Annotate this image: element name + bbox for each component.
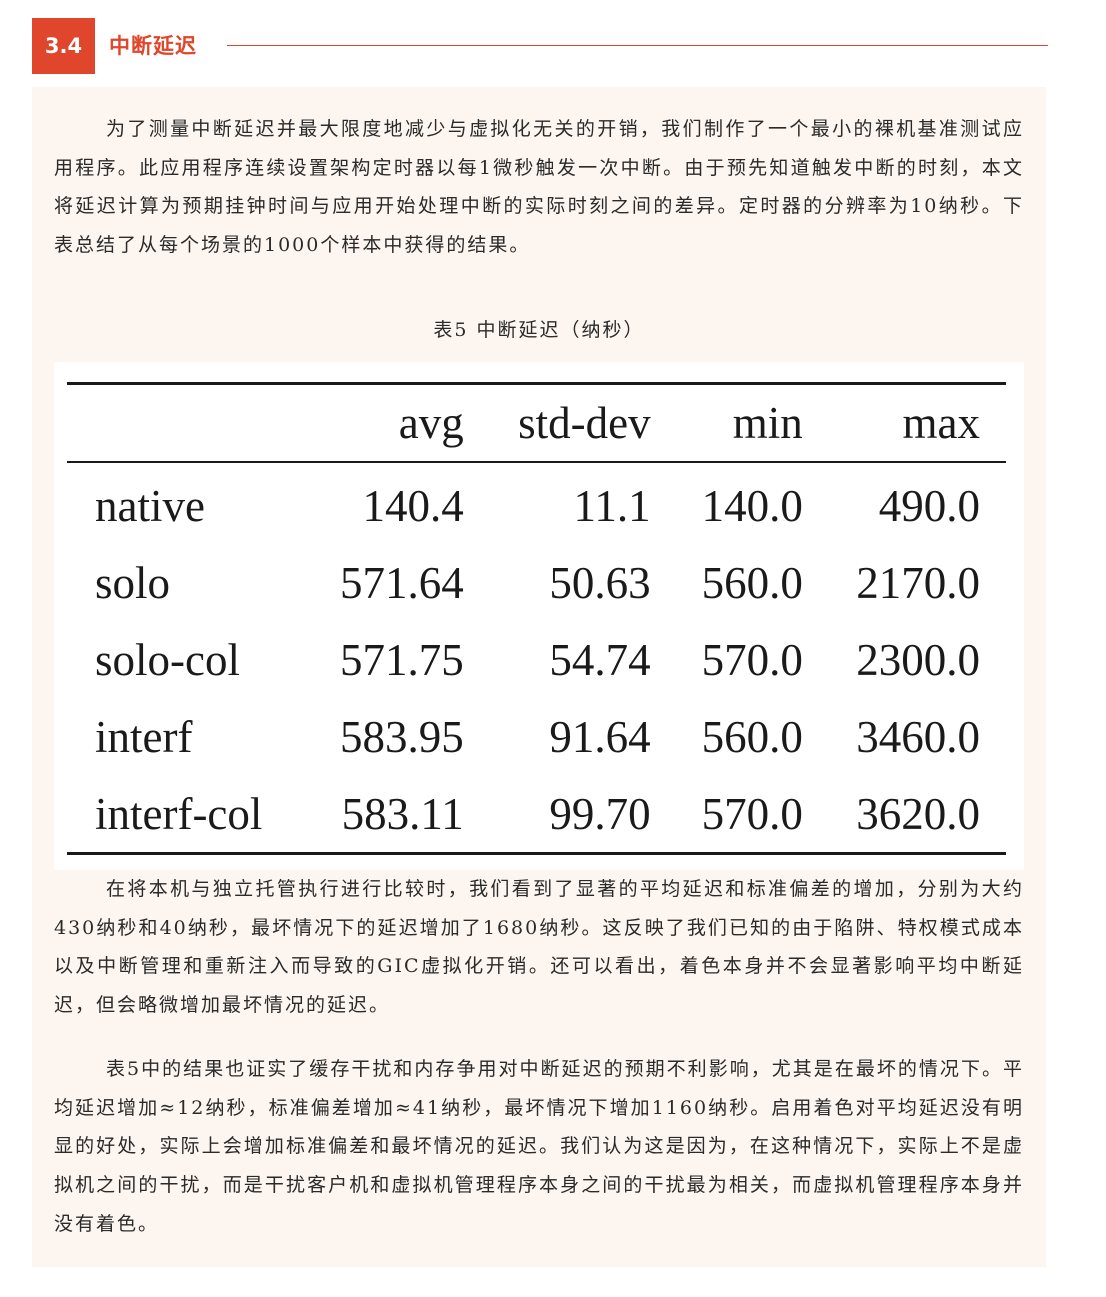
table-header-cell: min bbox=[732, 398, 803, 448]
content-panel: 为了测量中断延迟并最大限度地减少与虚拟化无关的开销，我们制作了一个最小的裸机基准… bbox=[32, 87, 1046, 1267]
table-header-cell: max bbox=[902, 398, 980, 448]
comparison-paragraph: 在将本机与独立托管执行进行比较时，我们看到了显著的平均延迟和标准偏差的增加，分别… bbox=[54, 878, 1024, 1017]
table-cell: 2300.0 bbox=[856, 634, 980, 685]
section-header: 3.4 中断延迟 bbox=[32, 18, 1048, 74]
table-cell: 99.70 bbox=[549, 788, 651, 839]
row-label: interf bbox=[95, 711, 193, 762]
row-label: interf-col bbox=[95, 788, 263, 839]
table-cell: 571.64 bbox=[339, 557, 464, 608]
section-divider bbox=[227, 45, 1048, 46]
table-header-row: avg std-dev min max bbox=[67, 383, 1006, 463]
row-label: solo bbox=[95, 557, 171, 608]
table-cell: 54.74 bbox=[549, 634, 651, 685]
section-title: 中断延迟 bbox=[109, 34, 197, 58]
table-row: solo-col 571.75 54.74 570.0 2300.0 bbox=[67, 621, 1006, 698]
interference-paragraph: 表5中的结果也证实了缓存干扰和内存争用对中断延迟的预期不利影响，尤其是在最坏的情… bbox=[54, 1058, 1024, 1235]
table-row: solo 571.64 50.63 560.0 2170.0 bbox=[67, 544, 1006, 621]
table-cell: 490.0 bbox=[878, 480, 980, 531]
table-cell: 560.0 bbox=[701, 557, 803, 608]
row-label: native bbox=[95, 480, 205, 531]
row-label: solo-col bbox=[95, 634, 240, 685]
table-cell: 571.75 bbox=[339, 634, 464, 685]
table-row: native 140.4 11.1 140.0 490.0 bbox=[67, 462, 1006, 544]
intro-paragraph: 为了测量中断延迟并最大限度地减少与虚拟化无关的开销，我们制作了一个最小的裸机基准… bbox=[54, 118, 1024, 257]
table-cell: 140.4 bbox=[362, 480, 464, 531]
table-row: interf 583.95 91.64 560.0 3460.0 bbox=[67, 698, 1006, 775]
table-cell: 50.63 bbox=[549, 557, 651, 608]
table-header-cell bbox=[67, 384, 313, 463]
table-cell: 11.1 bbox=[573, 480, 651, 531]
table-container: avg std-dev min max native 140.4 11.1 14… bbox=[54, 362, 1024, 870]
table-cell: 140.0 bbox=[701, 480, 803, 531]
table-cell: 583.11 bbox=[341, 788, 464, 839]
table-cell: 583.95 bbox=[339, 711, 464, 762]
table-cell: 2170.0 bbox=[856, 557, 980, 608]
table-cell: 3620.0 bbox=[856, 788, 980, 839]
table-cell: 570.0 bbox=[701, 634, 803, 685]
table-cell: 3460.0 bbox=[856, 711, 980, 762]
table-caption: 表5 中断延迟（纳秒） bbox=[433, 319, 645, 341]
table-row: interf-col 583.11 99.70 570.0 3620.0 bbox=[67, 775, 1006, 854]
table-cell: 570.0 bbox=[701, 788, 803, 839]
table-header-cell: std-dev bbox=[518, 398, 651, 448]
table-cell: 560.0 bbox=[701, 711, 803, 762]
table-cell: 91.64 bbox=[549, 711, 651, 762]
latency-table: avg std-dev min max native 140.4 11.1 14… bbox=[67, 382, 1006, 855]
section-number-badge: 3.4 bbox=[32, 18, 95, 74]
table-header-cell: avg bbox=[398, 398, 464, 448]
